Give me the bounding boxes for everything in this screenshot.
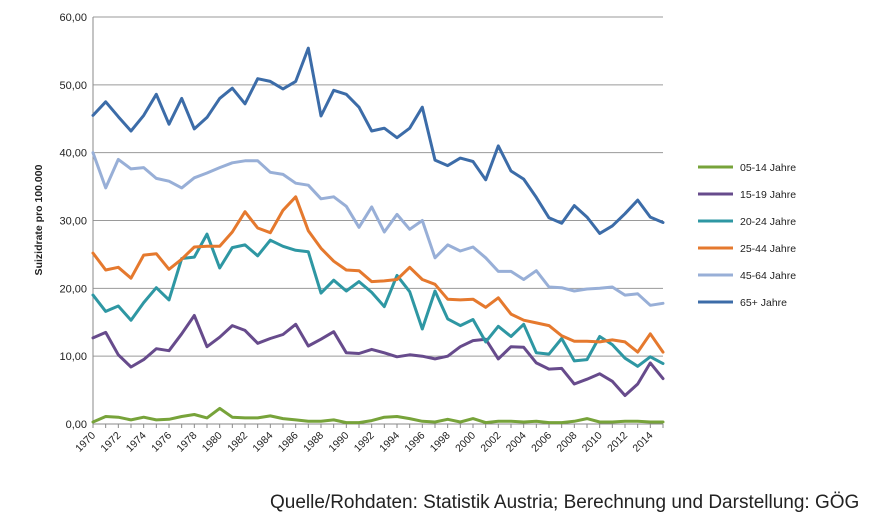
y-axis-label: Suizidrate pro 100.000 <box>33 164 45 275</box>
x-tick-labels: 1970 1972 1974 1976 1978 1980 1982 1984 1986 1988… <box>73 430 655 455</box>
legend-item: 25-44 Jahre <box>698 243 796 255</box>
series-line-25-44-jahre <box>91 195 665 354</box>
y-tick-label: 0,00 <box>66 419 87 431</box>
y-tick-labels: 0,00 10,00 20,00 30,00 40,00 50,00 60,00 <box>59 12 87 431</box>
x-tick-label: 1992 <box>352 430 377 455</box>
x-tick-label: 1986 <box>276 430 301 455</box>
legend-label: 05-14 Jahre <box>740 162 796 174</box>
x-tick-label: 1988 <box>301 430 326 455</box>
series-lines <box>91 46 665 425</box>
legend-item: 05-14 Jahre <box>698 162 796 174</box>
legend-item: 20-24 Jahre <box>698 216 796 228</box>
x-tick-label: 1990 <box>326 430 351 455</box>
x-tick-label: 1972 <box>98 430 123 455</box>
source-note: Quelle/Rohdaten: Statistik Austria; Bere… <box>270 492 860 513</box>
x-tick-label: 2004 <box>504 430 529 455</box>
x-tick-label: 1970 <box>73 430 98 455</box>
legend-item: 65+ Jahre <box>698 297 787 309</box>
series-line-65-jahre <box>91 46 665 235</box>
x-tick-label: 2014 <box>630 430 655 455</box>
x-tick-label: 1984 <box>250 430 275 455</box>
y-tick-label: 30,00 <box>59 216 87 228</box>
y-tick-label: 10,00 <box>59 351 87 363</box>
x-tick-label: 2012 <box>605 430 630 455</box>
x-tick-label: 2002 <box>478 430 503 455</box>
series-line-45-64-jahre <box>91 151 665 307</box>
axes <box>92 17 664 428</box>
legend-label: 20-24 Jahre <box>740 216 796 228</box>
x-tick-label: 1998 <box>428 430 453 455</box>
y-tick-label: 60,00 <box>59 12 87 24</box>
x-tick-label: 1974 <box>124 430 149 455</box>
series-line-20-24-jahre <box>91 232 665 368</box>
x-tick-label: 1982 <box>225 430 250 455</box>
legend-label: 45-64 Jahre <box>740 270 796 282</box>
gridlines <box>93 16 663 425</box>
x-tick-label: 2006 <box>529 430 554 455</box>
x-tick-label: 1994 <box>377 430 402 455</box>
legend-label: 25-44 Jahre <box>740 243 796 255</box>
series-line-15-19-jahre <box>91 314 665 397</box>
x-tick-label: 1976 <box>149 430 174 455</box>
legend-label: 15-19 Jahre <box>740 189 796 201</box>
legend-item: 45-64 Jahre <box>698 270 796 282</box>
legend-item: 15-19 Jahre <box>698 189 796 201</box>
legend: 05-14 Jahre 15-19 Jahre 20-24 Jahre 25-44 J… <box>698 162 796 309</box>
y-tick-label: 50,00 <box>59 80 87 92</box>
y-tick-label: 40,00 <box>59 148 87 160</box>
x-tick-label: 1978 <box>174 430 199 455</box>
y-tick-label: 20,00 <box>59 283 87 295</box>
x-tick-label: 2000 <box>453 430 478 455</box>
series-line-05-14-jahre <box>91 406 665 425</box>
x-tick-label: 2010 <box>580 430 605 455</box>
x-tick-label: 1996 <box>402 430 427 455</box>
x-tick-label: 2008 <box>554 430 579 455</box>
legend-label: 65+ Jahre <box>740 297 787 309</box>
x-tick-label: 1980 <box>200 430 225 455</box>
